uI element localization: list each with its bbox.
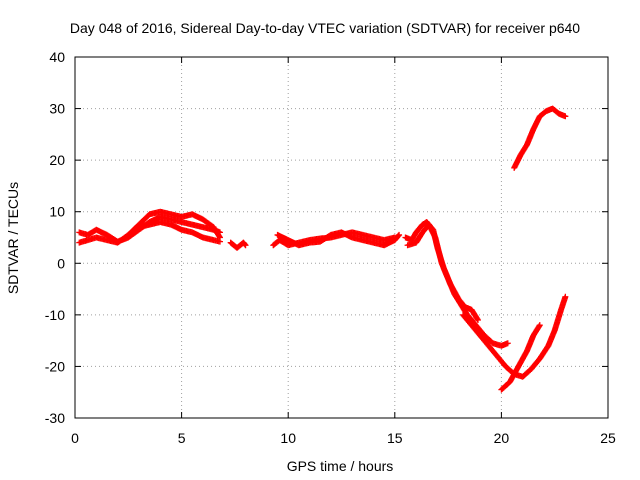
y-tick-label: 30: [49, 101, 65, 117]
series-track-j: [498, 322, 543, 393]
x-tick-label: 15: [387, 430, 403, 446]
data-point: [395, 232, 402, 239]
data-point: [396, 231, 403, 238]
y-tick-label: 0: [57, 255, 65, 271]
series-track-c: [135, 219, 223, 245]
y-tick-label: 40: [49, 49, 65, 65]
data-point: [474, 317, 481, 324]
data-point: [242, 242, 249, 249]
series-track-b: [76, 208, 223, 246]
data-point: [216, 238, 223, 245]
series-track-h: [404, 221, 511, 349]
y-axis-label: SDTVAR / TECUs: [5, 182, 21, 294]
data-point: [241, 241, 248, 248]
y-tick-label: -30: [45, 410, 65, 426]
plot-frame: [74, 56, 609, 419]
series-track-d: [227, 239, 249, 251]
series-track-i: [460, 293, 569, 380]
y-tick-label: -20: [45, 358, 65, 374]
data-point: [562, 293, 569, 300]
x-tick-label: 10: [280, 430, 296, 446]
data-point: [562, 113, 569, 120]
x-tick-label: 0: [71, 430, 79, 446]
x-tick-label: 20: [494, 430, 510, 446]
series-track-k: [511, 105, 569, 171]
y-tick-label: 10: [49, 204, 65, 220]
y-tick-label: 20: [49, 152, 65, 168]
series-track-f: [274, 229, 403, 249]
x-tick-label: 25: [600, 430, 616, 446]
data-point: [536, 322, 543, 329]
y-tick-label: -10: [45, 307, 65, 323]
x-tick-label: 5: [178, 430, 186, 446]
x-axis-label: GPS time / hours: [287, 458, 394, 474]
data-series: [76, 105, 569, 393]
chart-title: Day 048 of 2016, Sidereal Day-to-day VTE…: [70, 20, 580, 36]
data-point: [504, 340, 511, 347]
series-track-g: [402, 219, 481, 324]
tick-labels: 0 5 10 15 20 25 -30 -20 -10 0 10 20 30 40: [45, 49, 616, 446]
